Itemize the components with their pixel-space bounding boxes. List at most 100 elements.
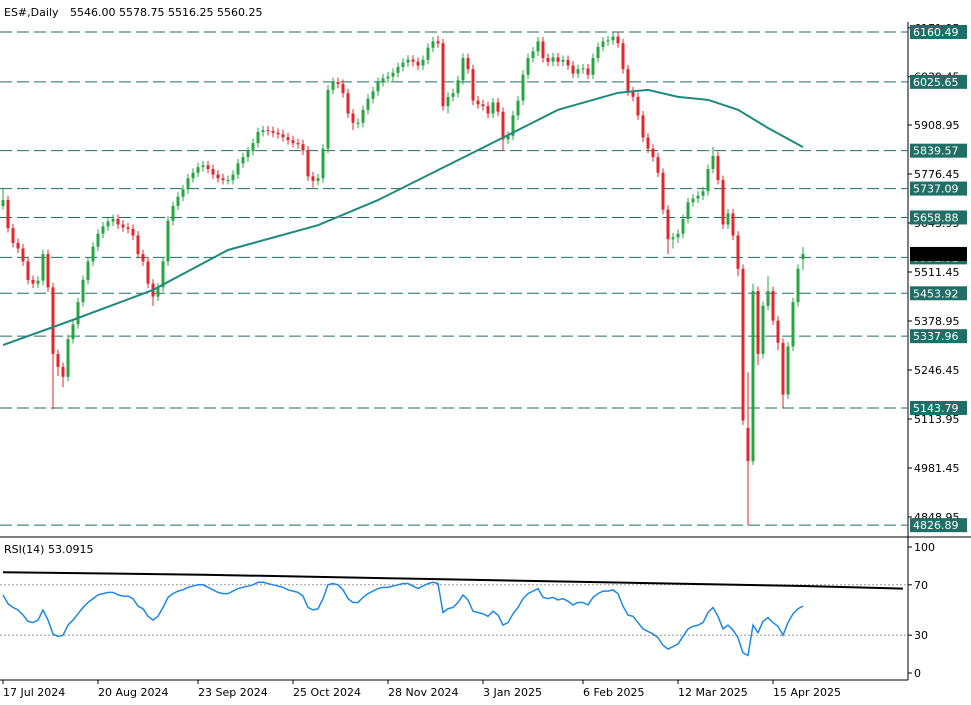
level-label: 5658.88 <box>913 211 959 224</box>
candle-body <box>116 218 120 225</box>
y-tick-label: 5378.95 <box>914 315 960 328</box>
candle-body <box>371 91 375 99</box>
candle-body <box>311 176 315 181</box>
y-tick-label: 5113.95 <box>914 413 960 426</box>
x-tick-label: 17 Jul 2024 <box>3 686 65 699</box>
rsi-tick-label: 30 <box>914 629 928 642</box>
candle-body <box>251 143 255 152</box>
candle-body <box>91 246 95 262</box>
candle-body <box>641 115 645 138</box>
candle-body <box>501 111 505 140</box>
candle-body <box>261 130 265 133</box>
candle-body <box>661 172 665 210</box>
candle-body <box>541 41 545 59</box>
y-tick-label: 5908.95 <box>914 119 960 132</box>
candle-body <box>746 427 750 462</box>
candle-body <box>456 80 460 94</box>
candle-body <box>326 89 330 149</box>
x-tick-label: 15 Apr 2025 <box>773 686 841 699</box>
candle-body <box>676 233 680 238</box>
candle-body <box>241 157 245 164</box>
candle-body <box>391 72 395 77</box>
rsi-tick-label: 70 <box>914 579 928 592</box>
candle-body <box>96 233 100 247</box>
candle-body <box>691 198 695 203</box>
candle-body <box>751 291 755 462</box>
candle-body <box>396 66 400 73</box>
candle-body <box>216 174 220 179</box>
candle-body <box>481 104 485 107</box>
x-tick-label: 12 Mar 2025 <box>678 686 748 699</box>
candle-body <box>431 41 435 48</box>
candle-body <box>576 69 580 74</box>
level-label-box <box>910 286 967 301</box>
candle-body <box>471 69 475 101</box>
candle-body <box>6 200 10 229</box>
candle-body <box>571 65 575 74</box>
candle-body <box>446 96 450 107</box>
x-tick-label: 6 Feb 2025 <box>583 686 644 699</box>
candle-body <box>336 82 340 84</box>
symbol-title: ES#,Daily <box>4 6 59 19</box>
candle-body <box>291 140 295 144</box>
candle-body <box>551 57 555 62</box>
candle-body <box>176 196 180 206</box>
candle-body <box>731 213 735 236</box>
candle-body <box>126 227 130 229</box>
header-high: 5578.75 <box>119 6 165 19</box>
candle-body <box>791 302 795 347</box>
candle-body <box>231 174 235 181</box>
candle-body <box>106 221 110 227</box>
candle-body <box>721 180 725 225</box>
candle-body <box>801 253 805 260</box>
candle-body <box>301 144 305 151</box>
candle-body <box>586 68 590 75</box>
rsi-line <box>2 581 804 657</box>
candle-body <box>491 102 495 114</box>
rsi-tick-label: 100 <box>914 541 935 554</box>
candle-body <box>441 43 445 107</box>
candle-body <box>416 61 420 66</box>
candle-body <box>51 287 55 354</box>
y-tick-label: 5776.45 <box>914 168 960 181</box>
header: ES#,Daily 5546.00 5578.75 5516.25 5560.2… <box>4 6 262 19</box>
candle-body <box>186 178 190 190</box>
candle-body <box>16 242 20 249</box>
candle-body <box>41 254 45 281</box>
level-label-box <box>910 518 967 533</box>
candle-body <box>706 168 710 192</box>
candle-body <box>76 302 80 325</box>
x-tick-label: 25 Oct 2024 <box>293 686 361 699</box>
candle-body <box>486 106 490 114</box>
level-label-box <box>910 74 967 89</box>
candle-body <box>86 261 90 280</box>
candle-body <box>546 58 550 62</box>
candle-body <box>606 40 610 42</box>
candle-body <box>611 36 615 41</box>
rsi-signal <box>2 571 904 590</box>
candle-body <box>476 100 480 105</box>
candle-body <box>286 137 290 141</box>
candle-body <box>11 228 15 243</box>
level-label: 6025.65 <box>913 76 959 89</box>
candle-body <box>776 320 780 343</box>
header-low: 5516.25 <box>168 6 214 19</box>
candle-body <box>331 82 335 90</box>
candle-body <box>316 178 320 181</box>
candle-body <box>671 237 675 240</box>
candle-body <box>711 156 715 169</box>
candle-body <box>426 47 430 60</box>
level-label: 6160.49 <box>913 26 959 39</box>
candle-body <box>246 151 250 158</box>
candle-body <box>196 167 200 173</box>
candle-body <box>346 93 350 114</box>
candle-body <box>56 353 60 367</box>
candle-body <box>761 305 765 354</box>
candle-body <box>166 220 170 262</box>
candle-body <box>656 157 660 173</box>
rsi-title: RSI(14) <box>4 543 44 556</box>
candle-body <box>666 209 670 240</box>
candle-body <box>206 165 210 169</box>
candle-body <box>411 59 415 62</box>
